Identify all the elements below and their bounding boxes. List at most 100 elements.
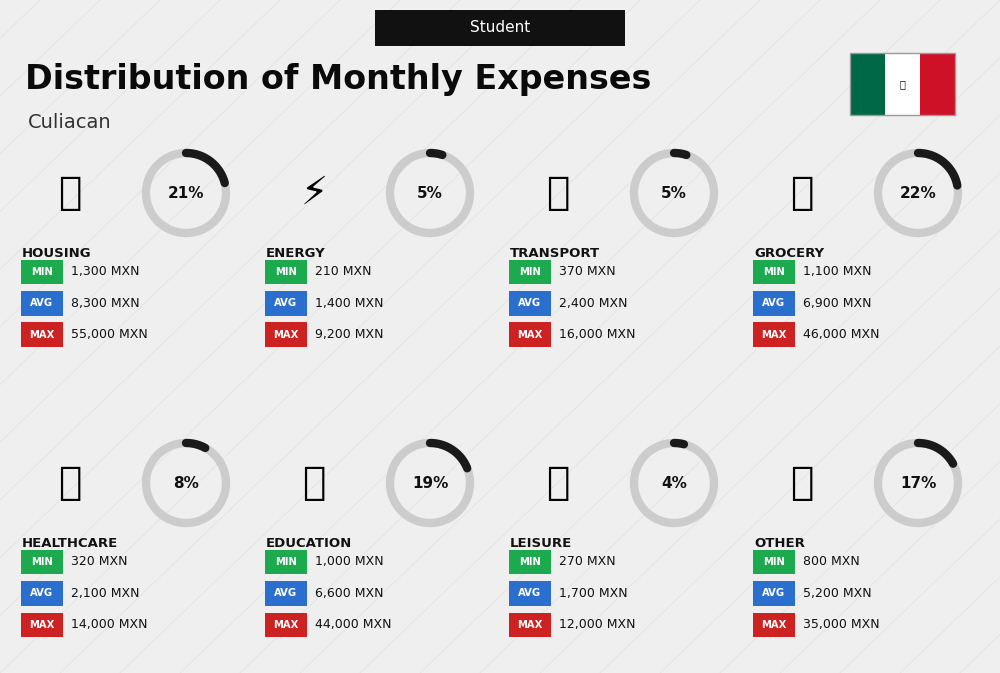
Text: MIN: MIN <box>275 557 297 567</box>
Text: 🛒: 🛒 <box>790 174 814 212</box>
Text: ENERGY: ENERGY <box>266 247 326 260</box>
Text: 1,400 MXN: 1,400 MXN <box>315 297 384 310</box>
Text: AVG: AVG <box>762 588 786 598</box>
Text: AVG: AVG <box>762 298 786 308</box>
Text: 5%: 5% <box>661 186 687 201</box>
Text: 320 MXN: 320 MXN <box>71 555 128 568</box>
FancyBboxPatch shape <box>21 322 63 347</box>
Text: AVG: AVG <box>274 298 298 308</box>
FancyBboxPatch shape <box>885 53 920 115</box>
Text: MIN: MIN <box>31 267 53 277</box>
FancyBboxPatch shape <box>265 291 307 316</box>
FancyBboxPatch shape <box>265 549 307 574</box>
FancyBboxPatch shape <box>753 612 795 637</box>
Text: 1,300 MXN: 1,300 MXN <box>71 265 140 278</box>
Text: MAX: MAX <box>517 620 543 630</box>
Text: Student: Student <box>470 20 530 36</box>
FancyBboxPatch shape <box>21 549 63 574</box>
Text: 🦅: 🦅 <box>900 79 905 89</box>
Text: 5%: 5% <box>417 186 443 201</box>
FancyBboxPatch shape <box>265 581 307 606</box>
Text: 🎓: 🎓 <box>302 464 326 502</box>
Text: 6,600 MXN: 6,600 MXN <box>315 587 384 600</box>
Text: OTHER: OTHER <box>754 537 805 550</box>
Text: Culiacan: Culiacan <box>28 113 112 132</box>
Text: 21%: 21% <box>168 186 204 201</box>
Text: 4%: 4% <box>661 476 687 491</box>
Text: 5,200 MXN: 5,200 MXN <box>803 587 872 600</box>
Text: 2,100 MXN: 2,100 MXN <box>71 587 140 600</box>
Text: 8%: 8% <box>173 476 199 491</box>
FancyBboxPatch shape <box>21 291 63 316</box>
Text: ⚡: ⚡ <box>300 174 328 212</box>
Text: 🏥: 🏥 <box>58 464 82 502</box>
FancyBboxPatch shape <box>509 322 551 347</box>
FancyBboxPatch shape <box>753 322 795 347</box>
Text: AVG: AVG <box>30 588 54 598</box>
FancyBboxPatch shape <box>21 581 63 606</box>
Text: MIN: MIN <box>519 267 541 277</box>
Text: 800 MXN: 800 MXN <box>803 555 860 568</box>
FancyBboxPatch shape <box>509 260 551 284</box>
FancyBboxPatch shape <box>753 260 795 284</box>
Text: GROCERY: GROCERY <box>754 247 824 260</box>
Text: AVG: AVG <box>274 588 298 598</box>
Text: 370 MXN: 370 MXN <box>559 265 616 278</box>
FancyBboxPatch shape <box>753 291 795 316</box>
Text: 1,000 MXN: 1,000 MXN <box>315 555 384 568</box>
Text: 12,000 MXN: 12,000 MXN <box>559 618 636 631</box>
Text: MIN: MIN <box>763 557 785 567</box>
Text: 270 MXN: 270 MXN <box>559 555 616 568</box>
Text: 🛍: 🛍 <box>546 464 570 502</box>
Text: 17%: 17% <box>900 476 936 491</box>
FancyBboxPatch shape <box>509 291 551 316</box>
FancyBboxPatch shape <box>265 612 307 637</box>
Text: 14,000 MXN: 14,000 MXN <box>71 618 148 631</box>
Text: 1,100 MXN: 1,100 MXN <box>803 265 872 278</box>
Text: 2,400 MXN: 2,400 MXN <box>559 297 628 310</box>
Text: MIN: MIN <box>519 557 541 567</box>
Text: LEISURE: LEISURE <box>510 537 572 550</box>
Text: MAX: MAX <box>273 330 299 340</box>
Text: 35,000 MXN: 35,000 MXN <box>803 618 880 631</box>
Text: MAX: MAX <box>273 620 299 630</box>
FancyBboxPatch shape <box>850 53 885 115</box>
FancyBboxPatch shape <box>265 260 307 284</box>
FancyBboxPatch shape <box>509 549 551 574</box>
Text: 🚌: 🚌 <box>546 174 570 212</box>
FancyBboxPatch shape <box>509 581 551 606</box>
Text: MAX: MAX <box>29 330 55 340</box>
FancyBboxPatch shape <box>265 322 307 347</box>
Text: 16,000 MXN: 16,000 MXN <box>559 328 636 341</box>
Text: MAX: MAX <box>517 330 543 340</box>
FancyBboxPatch shape <box>753 581 795 606</box>
Text: 19%: 19% <box>412 476 448 491</box>
Text: MIN: MIN <box>275 267 297 277</box>
Text: 55,000 MXN: 55,000 MXN <box>71 328 148 341</box>
Text: AVG: AVG <box>518 588 542 598</box>
Text: 💰: 💰 <box>790 464 814 502</box>
Text: MAX: MAX <box>761 330 787 340</box>
Text: AVG: AVG <box>518 298 542 308</box>
FancyBboxPatch shape <box>21 612 63 637</box>
FancyBboxPatch shape <box>21 260 63 284</box>
Text: MAX: MAX <box>761 620 787 630</box>
Text: 44,000 MXN: 44,000 MXN <box>315 618 392 631</box>
Text: Distribution of Monthly Expenses: Distribution of Monthly Expenses <box>25 63 651 96</box>
FancyBboxPatch shape <box>753 549 795 574</box>
Text: 8,300 MXN: 8,300 MXN <box>71 297 140 310</box>
Text: AVG: AVG <box>30 298 54 308</box>
Text: 6,900 MXN: 6,900 MXN <box>803 297 872 310</box>
Text: 9,200 MXN: 9,200 MXN <box>315 328 384 341</box>
Text: HEALTHCARE: HEALTHCARE <box>22 537 118 550</box>
FancyBboxPatch shape <box>920 53 955 115</box>
Text: TRANSPORT: TRANSPORT <box>510 247 600 260</box>
Text: 210 MXN: 210 MXN <box>315 265 372 278</box>
Text: 🏢: 🏢 <box>58 174 82 212</box>
FancyBboxPatch shape <box>375 10 625 46</box>
FancyBboxPatch shape <box>509 612 551 637</box>
Text: EDUCATION: EDUCATION <box>266 537 352 550</box>
Text: HOUSING: HOUSING <box>22 247 92 260</box>
Text: 46,000 MXN: 46,000 MXN <box>803 328 880 341</box>
Text: MIN: MIN <box>763 267 785 277</box>
